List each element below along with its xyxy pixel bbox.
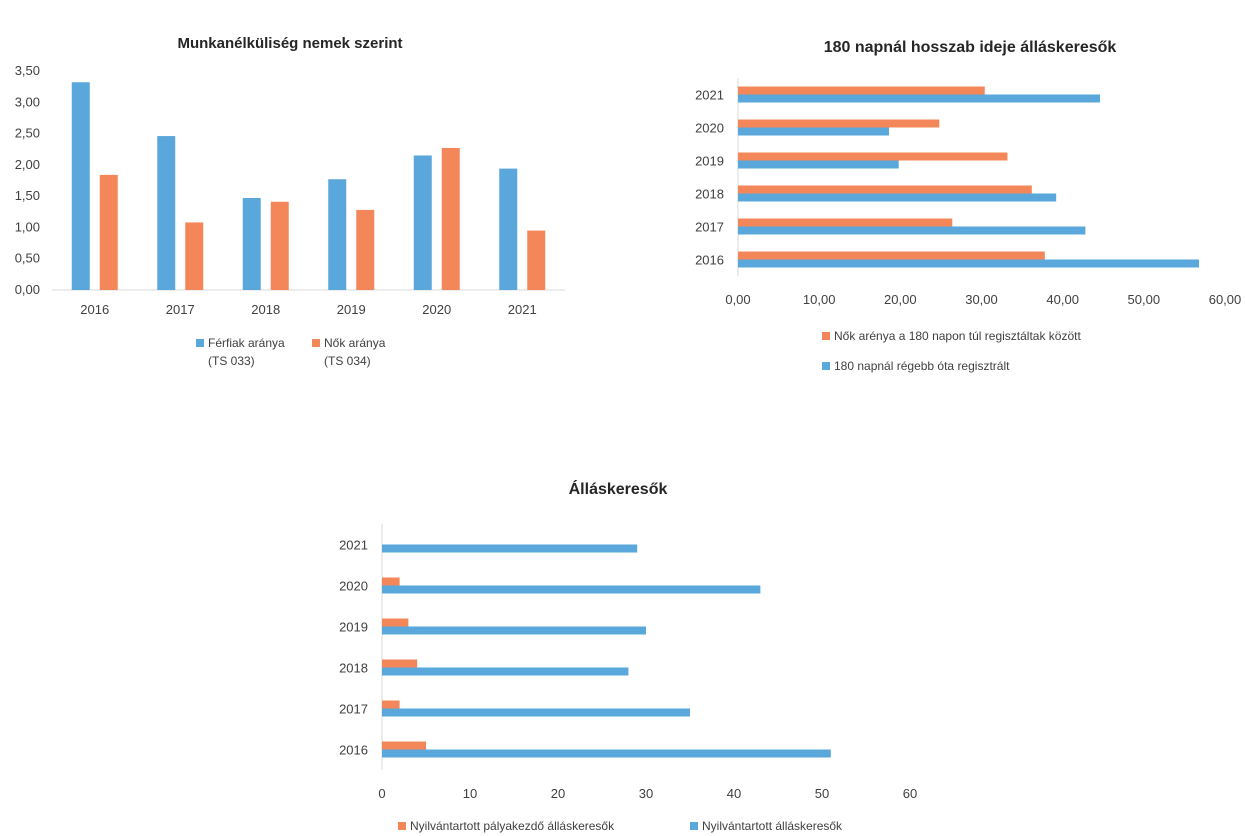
chart-legend: Férfiak aránya (TS 033) Nők aránya (TS 034) — [196, 336, 386, 368]
x-tick-label: 20,00 — [884, 292, 917, 307]
chart-title: Álláskeresők — [569, 479, 668, 498]
bar — [382, 585, 761, 594]
y-tick-label: 3,50 — [15, 63, 40, 78]
legend-swatch — [398, 822, 406, 830]
x-tick-label: 0,00 — [725, 292, 750, 307]
bar — [382, 667, 629, 676]
bar — [71, 82, 90, 291]
bar — [382, 749, 831, 758]
x-tick-label: 60,00 — [1209, 292, 1242, 307]
y-tick-label: 0,00 — [15, 282, 40, 297]
x-tick-label: 30 — [639, 786, 653, 801]
y-tick-label: 2017 — [339, 702, 368, 717]
bar — [738, 259, 1200, 268]
y-tick-label: 2021 — [339, 538, 368, 553]
y-tick-label: 2017 — [695, 220, 724, 235]
bar — [738, 94, 1101, 103]
legend-swatch — [196, 339, 204, 347]
legend-label: Nők aránya — [324, 336, 386, 350]
bar — [738, 127, 889, 136]
y-tick-label: 2018 — [695, 187, 724, 202]
bar — [441, 147, 460, 290]
unemployment-by-gender-chart: Munkanélküliség nemek szerint 0,00 0,50 1,… — [15, 35, 565, 368]
x-tick-label: 2017 — [166, 302, 195, 317]
bar — [382, 708, 690, 717]
legend-label: 180 napnál régebb óta regisztrált — [834, 359, 1010, 373]
x-tick-label: 10,00 — [803, 292, 836, 307]
x-tick-label: 50,00 — [1128, 292, 1161, 307]
bar — [356, 209, 375, 290]
bar — [185, 222, 204, 290]
y-tick-label: 2021 — [695, 88, 724, 103]
legend-label: Férfiak aránya — [208, 336, 285, 350]
legend-swatch — [822, 362, 830, 370]
x-tick-label: 0 — [378, 786, 385, 801]
bar — [738, 119, 940, 128]
bar — [382, 700, 400, 709]
bar — [328, 179, 347, 290]
x-tick-label: 20 — [551, 786, 565, 801]
bar — [382, 741, 426, 750]
chart-legend: Nők arénya a 180 napon túl regisztáltak … — [822, 329, 1081, 373]
bar — [738, 226, 1086, 235]
jobseekers-chart: Álláskeresők 2016 2017 2018 2019 2020 2021 0 10… — [339, 479, 917, 833]
bar — [157, 136, 176, 290]
y-tick-label: 2016 — [339, 743, 368, 758]
bar — [738, 185, 1032, 194]
bar — [738, 218, 953, 227]
bar — [382, 626, 646, 635]
bar — [99, 174, 118, 290]
x-tick-label: 2018 — [251, 302, 280, 317]
y-tick-label: 2,00 — [15, 157, 40, 172]
x-tick-label: 2020 — [422, 302, 451, 317]
chart-legend: Nyilvántartott pályakezdő álláskeresők Ny… — [398, 819, 843, 833]
legend-swatch — [690, 822, 698, 830]
bar — [382, 544, 638, 553]
y-tick-label: 2,50 — [15, 126, 40, 141]
bar — [738, 251, 1045, 260]
bar — [382, 659, 418, 668]
bar — [382, 618, 409, 627]
bar — [242, 198, 261, 290]
bar — [270, 201, 289, 290]
legend-swatch — [312, 339, 320, 347]
x-tick-label: 40 — [727, 786, 741, 801]
y-tick-label: 3,00 — [15, 94, 40, 109]
x-tick-label: 50 — [815, 786, 829, 801]
x-tick-label: 2021 — [508, 302, 537, 317]
y-tick-label: 0,50 — [15, 251, 40, 266]
legend-label: Nyilvántartott álláskeresők — [702, 819, 843, 833]
y-tick-label: 1,50 — [15, 188, 40, 203]
bar — [738, 160, 899, 169]
chart-title: Munkanélküliség nemek szerint — [177, 35, 402, 52]
bar — [738, 86, 985, 95]
y-tick-label: 2016 — [695, 253, 724, 268]
bar — [382, 577, 400, 586]
x-tick-label: 10 — [463, 786, 477, 801]
x-tick-label: 2016 — [80, 302, 109, 317]
legend-label-code: (TS 033) — [208, 354, 255, 368]
bar — [527, 230, 546, 290]
y-tick-label: 2020 — [695, 121, 724, 136]
chart-title: 180 napnál hosszab ideje álláskeresők — [824, 39, 1117, 56]
bar — [499, 168, 518, 290]
bar — [738, 152, 1008, 161]
legend-label: Nők arénya a 180 napon túl regisztáltak … — [834, 329, 1081, 343]
y-tick-label: 2019 — [695, 154, 724, 169]
x-tick-label: 40,00 — [1046, 292, 1079, 307]
x-tick-label: 2019 — [337, 302, 366, 317]
long-term-jobseekers-chart: 180 napnál hosszab ideje álláskeresők 20… — [695, 39, 1241, 373]
x-tick-label: 30,00 — [965, 292, 998, 307]
y-tick-label: 2020 — [339, 579, 368, 594]
legend-label: Nyilvántartott pályakezdő álláskeresők — [410, 819, 615, 833]
x-tick-label: 60 — [903, 786, 917, 801]
y-tick-label: 2019 — [339, 620, 368, 635]
bar — [738, 193, 1057, 202]
legend-label-code: (TS 034) — [324, 354, 371, 368]
legend-swatch — [822, 332, 830, 340]
bar — [413, 155, 432, 290]
y-tick-label: 1,00 — [15, 219, 40, 234]
y-tick-label: 2018 — [339, 661, 368, 676]
